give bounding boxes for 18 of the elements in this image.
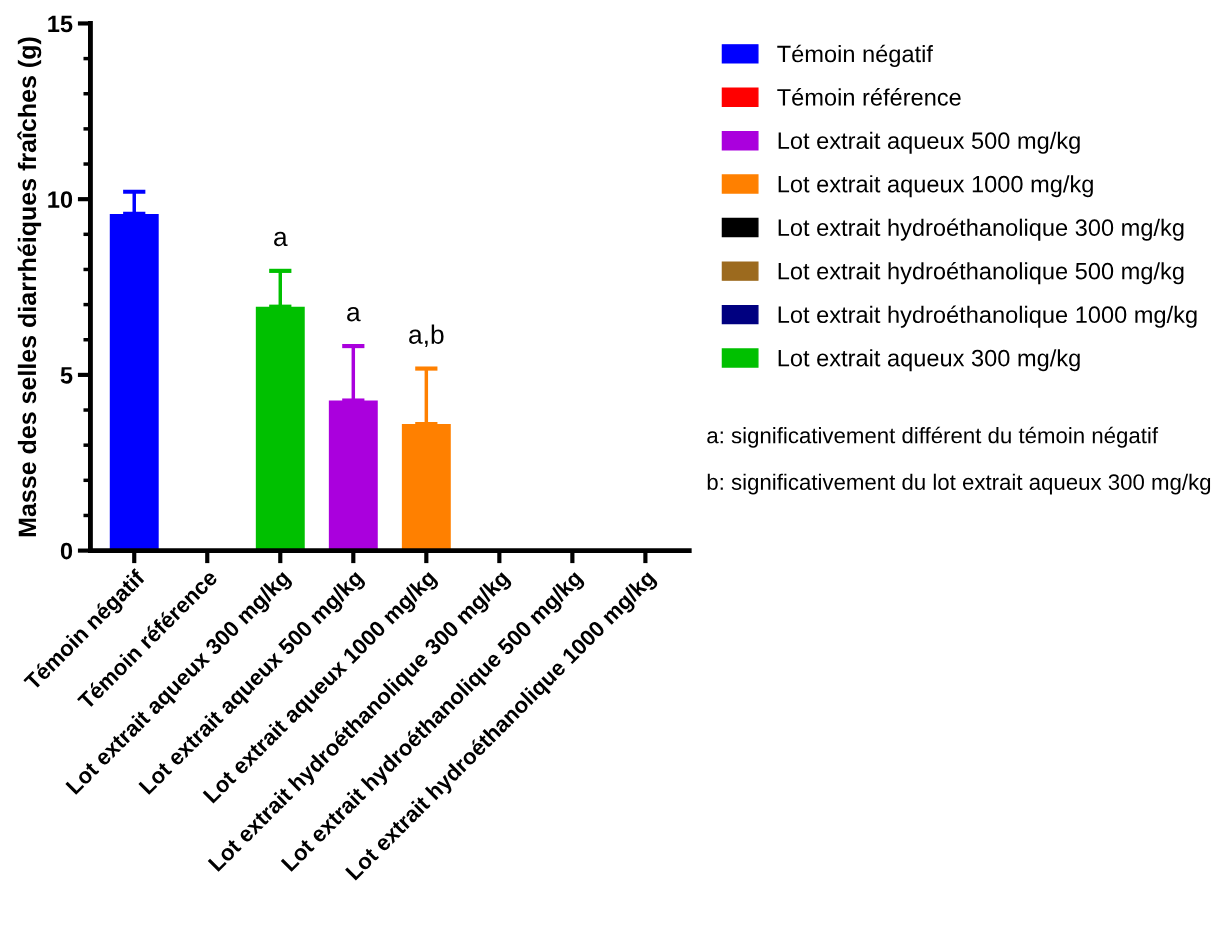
y-tick-label: 10 [48, 191, 73, 208]
y-tick-label: 0 [60, 542, 73, 560]
y-tick-label: 15 [48, 15, 73, 33]
text: b: significativement du lot extrait aqueux 300 mg/kg [707, 473, 1211, 495]
annotation: a [274, 231, 288, 247]
legend-label: Lot extrait hydroéthanolique 1000 mg/kg [778, 305, 1197, 328]
y-axis-title: Masse des selles diarrhéiques fraîches (g) [17, 37, 42, 537]
legend-label: Lot extrait aqueux 500 mg/kg [778, 131, 1080, 154]
legend-label: Lot extrait aqueux 1000 mg/kg [778, 175, 1093, 198]
legend-label: Témoin référence [777, 88, 961, 106]
legend-label: Témoin négatif [777, 44, 933, 67]
legend-label: Lot extrait aqueux 300 mg/kg [778, 349, 1080, 372]
annotation: a,b [409, 324, 444, 348]
legend-label: Lot extrait hydroéthanolique 500 mg/kg [778, 261, 1184, 285]
annotation: a [347, 306, 361, 322]
text: a: significativement différent du témoin négatif [707, 426, 1159, 448]
y-tick-label: 5 [60, 367, 73, 384]
legend-label: Lot extrait hydroéthanolique 300 mg/kg [778, 218, 1184, 241]
